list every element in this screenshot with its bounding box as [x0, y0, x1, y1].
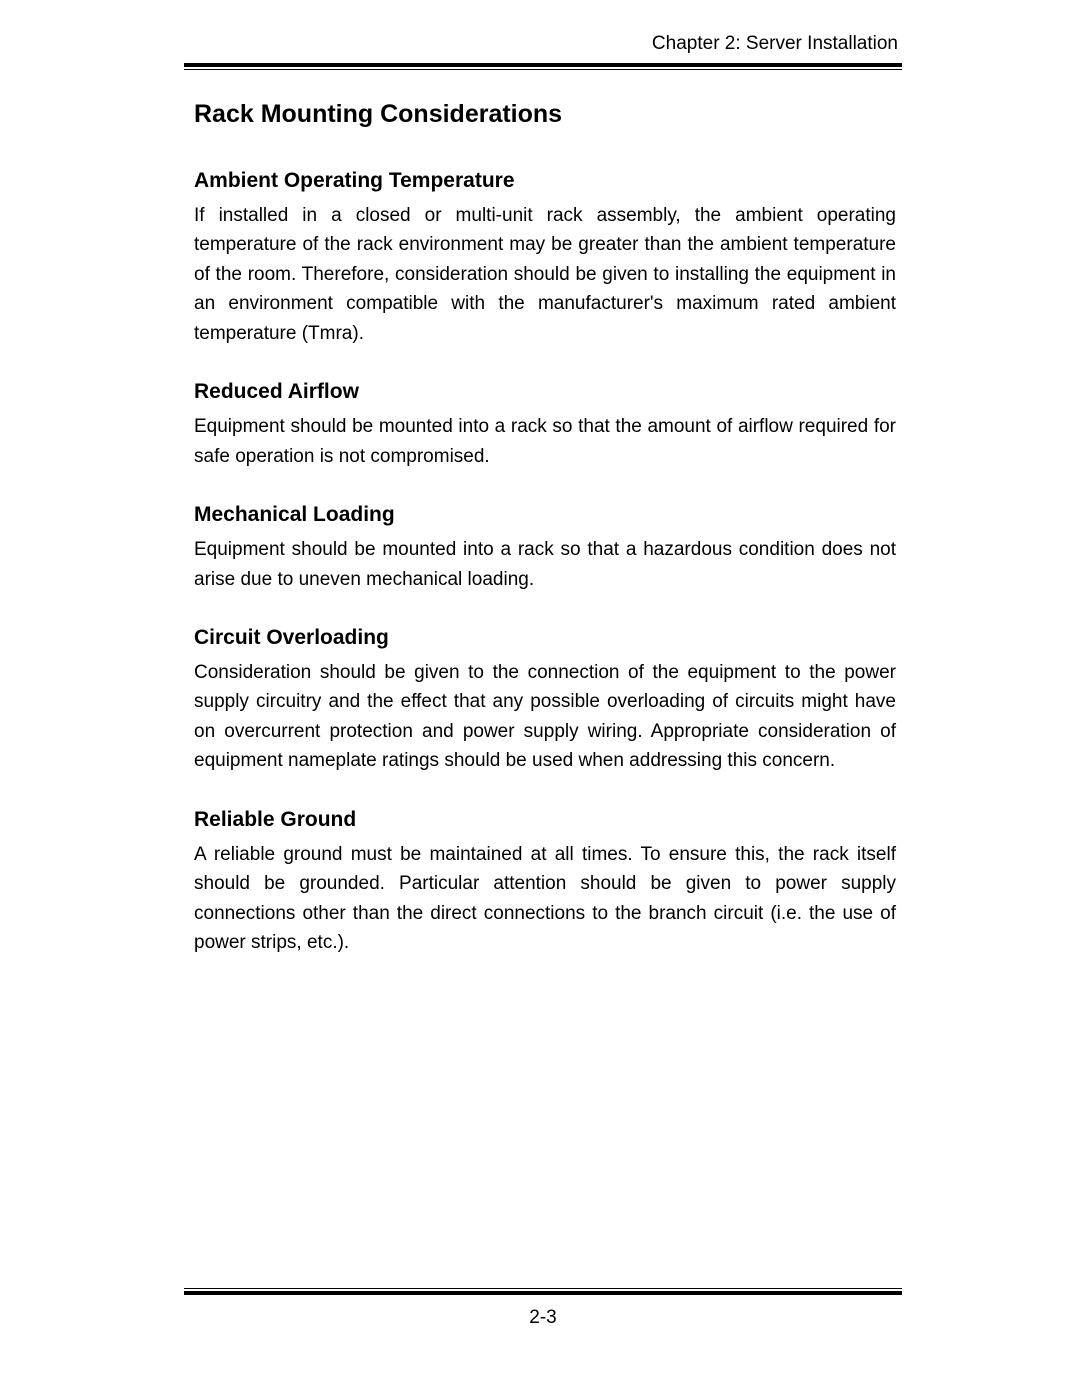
section-body-ground: A reliable ground must be maintained at … — [194, 840, 896, 958]
content-area: Rack Mounting Considerations Ambient Ope… — [184, 100, 902, 957]
section-body-mechanical: Equipment should be mounted into a rack … — [194, 535, 896, 594]
section-heading-ground: Reliable Ground — [194, 808, 896, 832]
main-heading: Rack Mounting Considerations — [194, 100, 896, 129]
chapter-header: Chapter 2: Server Installation — [184, 33, 902, 55]
footer-rule-thick — [184, 1291, 902, 1295]
section-body-circuit: Consideration should be given to the con… — [194, 658, 896, 776]
section-heading-ambient: Ambient Operating Temperature — [194, 169, 896, 193]
header-rule-thick — [184, 63, 902, 67]
section-body-airflow: Equipment should be mounted into a rack … — [194, 412, 896, 471]
section-body-ambient: If installed in a closed or multi-unit r… — [194, 201, 896, 348]
footer-area: 2-3 — [184, 1288, 902, 1329]
section-heading-circuit: Circuit Overloading — [194, 626, 896, 650]
header-rule-thin — [184, 69, 902, 70]
page-number: 2-3 — [184, 1307, 902, 1329]
section-heading-mechanical: Mechanical Loading — [194, 503, 896, 527]
footer-rule-thin — [184, 1288, 902, 1289]
page-container: Chapter 2: Server Installation Rack Moun… — [0, 0, 1080, 1397]
section-heading-airflow: Reduced Airflow — [194, 380, 896, 404]
